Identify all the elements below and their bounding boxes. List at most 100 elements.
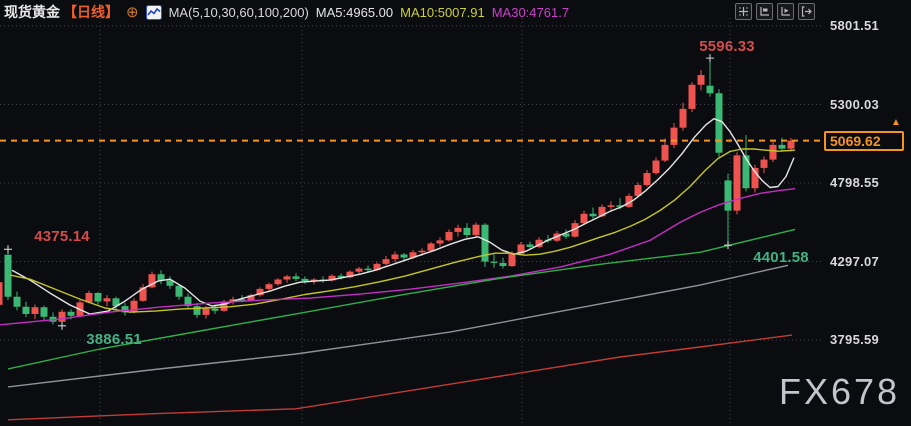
add-indicator-icon[interactable]: ⊕ [126, 3, 139, 21]
candle-body [391, 254, 399, 260]
candle-body [535, 239, 543, 247]
ma200-line [7, 334, 793, 421]
candle-body [337, 275, 345, 278]
candle-body [58, 311, 66, 322]
axis-label: 4297.07 [830, 253, 880, 269]
candle-body [706, 85, 714, 94]
candle-body [4, 254, 12, 297]
ma30-value: MA30:4761.7 [491, 4, 570, 20]
candle-body [85, 292, 93, 303]
flag-axis-icon[interactable] [756, 3, 773, 20]
candle-body [463, 227, 471, 236]
ma60-line [7, 228, 796, 370]
crosshair-move-icon[interactable] [735, 3, 752, 20]
candle-body [715, 93, 723, 153]
candle-body [94, 292, 102, 302]
candle-body [697, 75, 705, 85]
candle-body [274, 279, 282, 285]
candle-body [418, 250, 426, 253]
candle-body [580, 213, 588, 224]
candle-body [130, 300, 138, 313]
candle-body [400, 254, 408, 258]
candle-body [373, 263, 381, 271]
candle-body [490, 261, 498, 263]
candle-body [328, 275, 336, 281]
candle-body [22, 306, 30, 314]
price-up-arrow-icon: ▲ [891, 116, 901, 128]
candle-body [472, 224, 480, 236]
candle-body [157, 274, 165, 281]
candle-body [634, 184, 642, 196]
candle-body [616, 205, 624, 207]
candle-body [454, 227, 462, 232]
fx678-watermark: FX678 [779, 371, 901, 412]
chart-toolbar [735, 3, 815, 20]
crash-low-annotation: 4401.58 [753, 249, 809, 267]
candle-body [670, 127, 678, 145]
ma10-line [9, 148, 796, 313]
peak-price-annotation: 5596.33 [699, 38, 755, 56]
candle-body [256, 288, 264, 296]
extreme-plus-marker [724, 241, 732, 250]
play-axis-icon[interactable] [777, 3, 794, 20]
candle-body [103, 298, 111, 302]
candle-body [193, 306, 201, 315]
candle-body [121, 306, 129, 313]
ma100-line [7, 264, 789, 388]
candle-body [445, 231, 453, 241]
candle-body [202, 308, 210, 315]
candle-body [652, 160, 660, 174]
axis-label: 3795.59 [830, 332, 880, 347]
candle-body [760, 159, 768, 168]
candle-body [238, 299, 246, 301]
candle-body [13, 296, 21, 307]
candle-body [643, 173, 651, 185]
candle-body [292, 276, 300, 279]
ma5-line [11, 117, 795, 315]
ma-group-label: MA(5,10,30,60,100,200) [168, 4, 309, 20]
candle-body [751, 167, 759, 189]
candle-body [598, 206, 606, 217]
candle-body [364, 268, 372, 271]
candle-body [625, 195, 633, 207]
candle-body [769, 144, 777, 160]
candle-body [148, 274, 156, 288]
candle-body [355, 268, 363, 272]
candle-body [166, 280, 174, 286]
candle-body [382, 259, 390, 264]
candle-body [31, 307, 39, 314]
candle-body [247, 295, 255, 301]
candle-body [409, 252, 417, 258]
candle-body [688, 84, 696, 109]
candle-body [112, 298, 120, 307]
chart-type-icon[interactable] [145, 4, 162, 20]
chart-header: 现货黄金 【日线】 ⊕ MA(5,10,30,60,100,200) MA5:49… [4, 2, 569, 22]
ma10-value: MA10:5007.91 [400, 4, 485, 20]
candle-body [679, 108, 687, 128]
candle-body [499, 262, 507, 267]
period-selector[interactable]: 【日线】 [63, 4, 119, 20]
instrument-title: 现货黄金 [4, 4, 60, 20]
ma5-value: MA5:4965.00 [315, 4, 394, 20]
candle-body [589, 213, 597, 217]
candle-body [724, 180, 732, 211]
candle-body [301, 278, 309, 282]
candle-body [283, 276, 291, 280]
candle-body [508, 253, 516, 267]
current-price-box: 5069.62 [824, 130, 904, 151]
candle-body [67, 311, 75, 316]
export-icon[interactable] [798, 3, 815, 20]
candle-body [778, 144, 786, 149]
candle-body [481, 224, 489, 262]
candle-body [175, 285, 183, 297]
candle-body [0, 282, 3, 305]
candle-body [220, 301, 228, 311]
candle-body [571, 223, 579, 237]
candle-body [733, 155, 741, 211]
candle-body [526, 244, 534, 247]
axis-label: 4798.55 [830, 175, 880, 190]
axis-label: 5300.03 [830, 96, 880, 112]
candle-body [139, 287, 147, 301]
